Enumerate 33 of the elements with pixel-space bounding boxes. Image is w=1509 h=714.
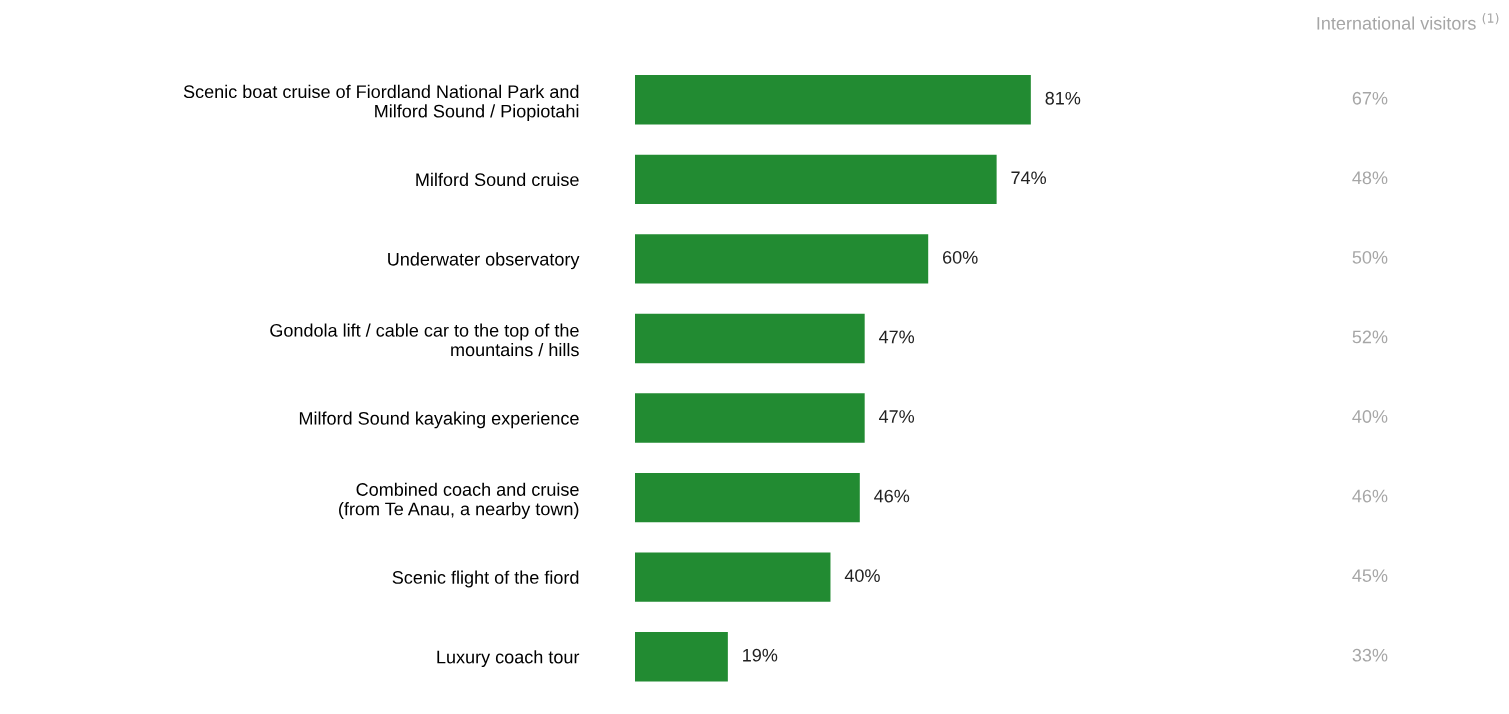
text: 67% (1352, 91, 1388, 105)
text: 50% (1352, 250, 1388, 264)
bar (635, 632, 728, 682)
y-tick-label: Milford Sound kayaking experience (299, 411, 579, 429)
bar (635, 313, 865, 364)
data-label: 19% (743, 648, 778, 662)
data-label: 46% (874, 489, 910, 503)
data-label: 60% (943, 250, 978, 264)
data-label: 47% (878, 330, 915, 344)
text: 52% (1352, 330, 1388, 344)
text: 48% (1352, 171, 1388, 185)
text: 46% (1352, 489, 1388, 503)
bar (635, 393, 865, 443)
data-label: 40% (844, 569, 880, 582)
bar (635, 552, 831, 602)
data-label: 81% (1045, 91, 1081, 105)
y-tick-label: Gondola lift / cable car to the top of the mountains / hills (270, 323, 579, 357)
y-tick-label: Milford Sound cruise (416, 172, 579, 187)
bar (635, 154, 997, 205)
bar (635, 234, 929, 284)
y-tick-label: Scenic flight of the fiord (392, 570, 579, 588)
text: 33% (1352, 648, 1388, 662)
y-tick-label: Scenic boat cruise of Fiordland National Park and Milford Sound / Piopiotahi (183, 84, 579, 122)
y-tick-label: Combined coach and cruise (from Te Anau, a nearby town) (339, 482, 579, 519)
data-label: 74% (1011, 171, 1047, 185)
text: 45% (1352, 569, 1388, 582)
y-tick-label: Luxury coach tour (437, 650, 580, 667)
bar (635, 75, 1031, 125)
y-tick-label: Underwater observatory (388, 252, 580, 270)
data-label: 47% (878, 410, 915, 423)
bar (635, 472, 860, 523)
text: International visitors $^{(1)}$ (1317, 13, 1499, 30)
text: 40% (1352, 410, 1388, 423)
